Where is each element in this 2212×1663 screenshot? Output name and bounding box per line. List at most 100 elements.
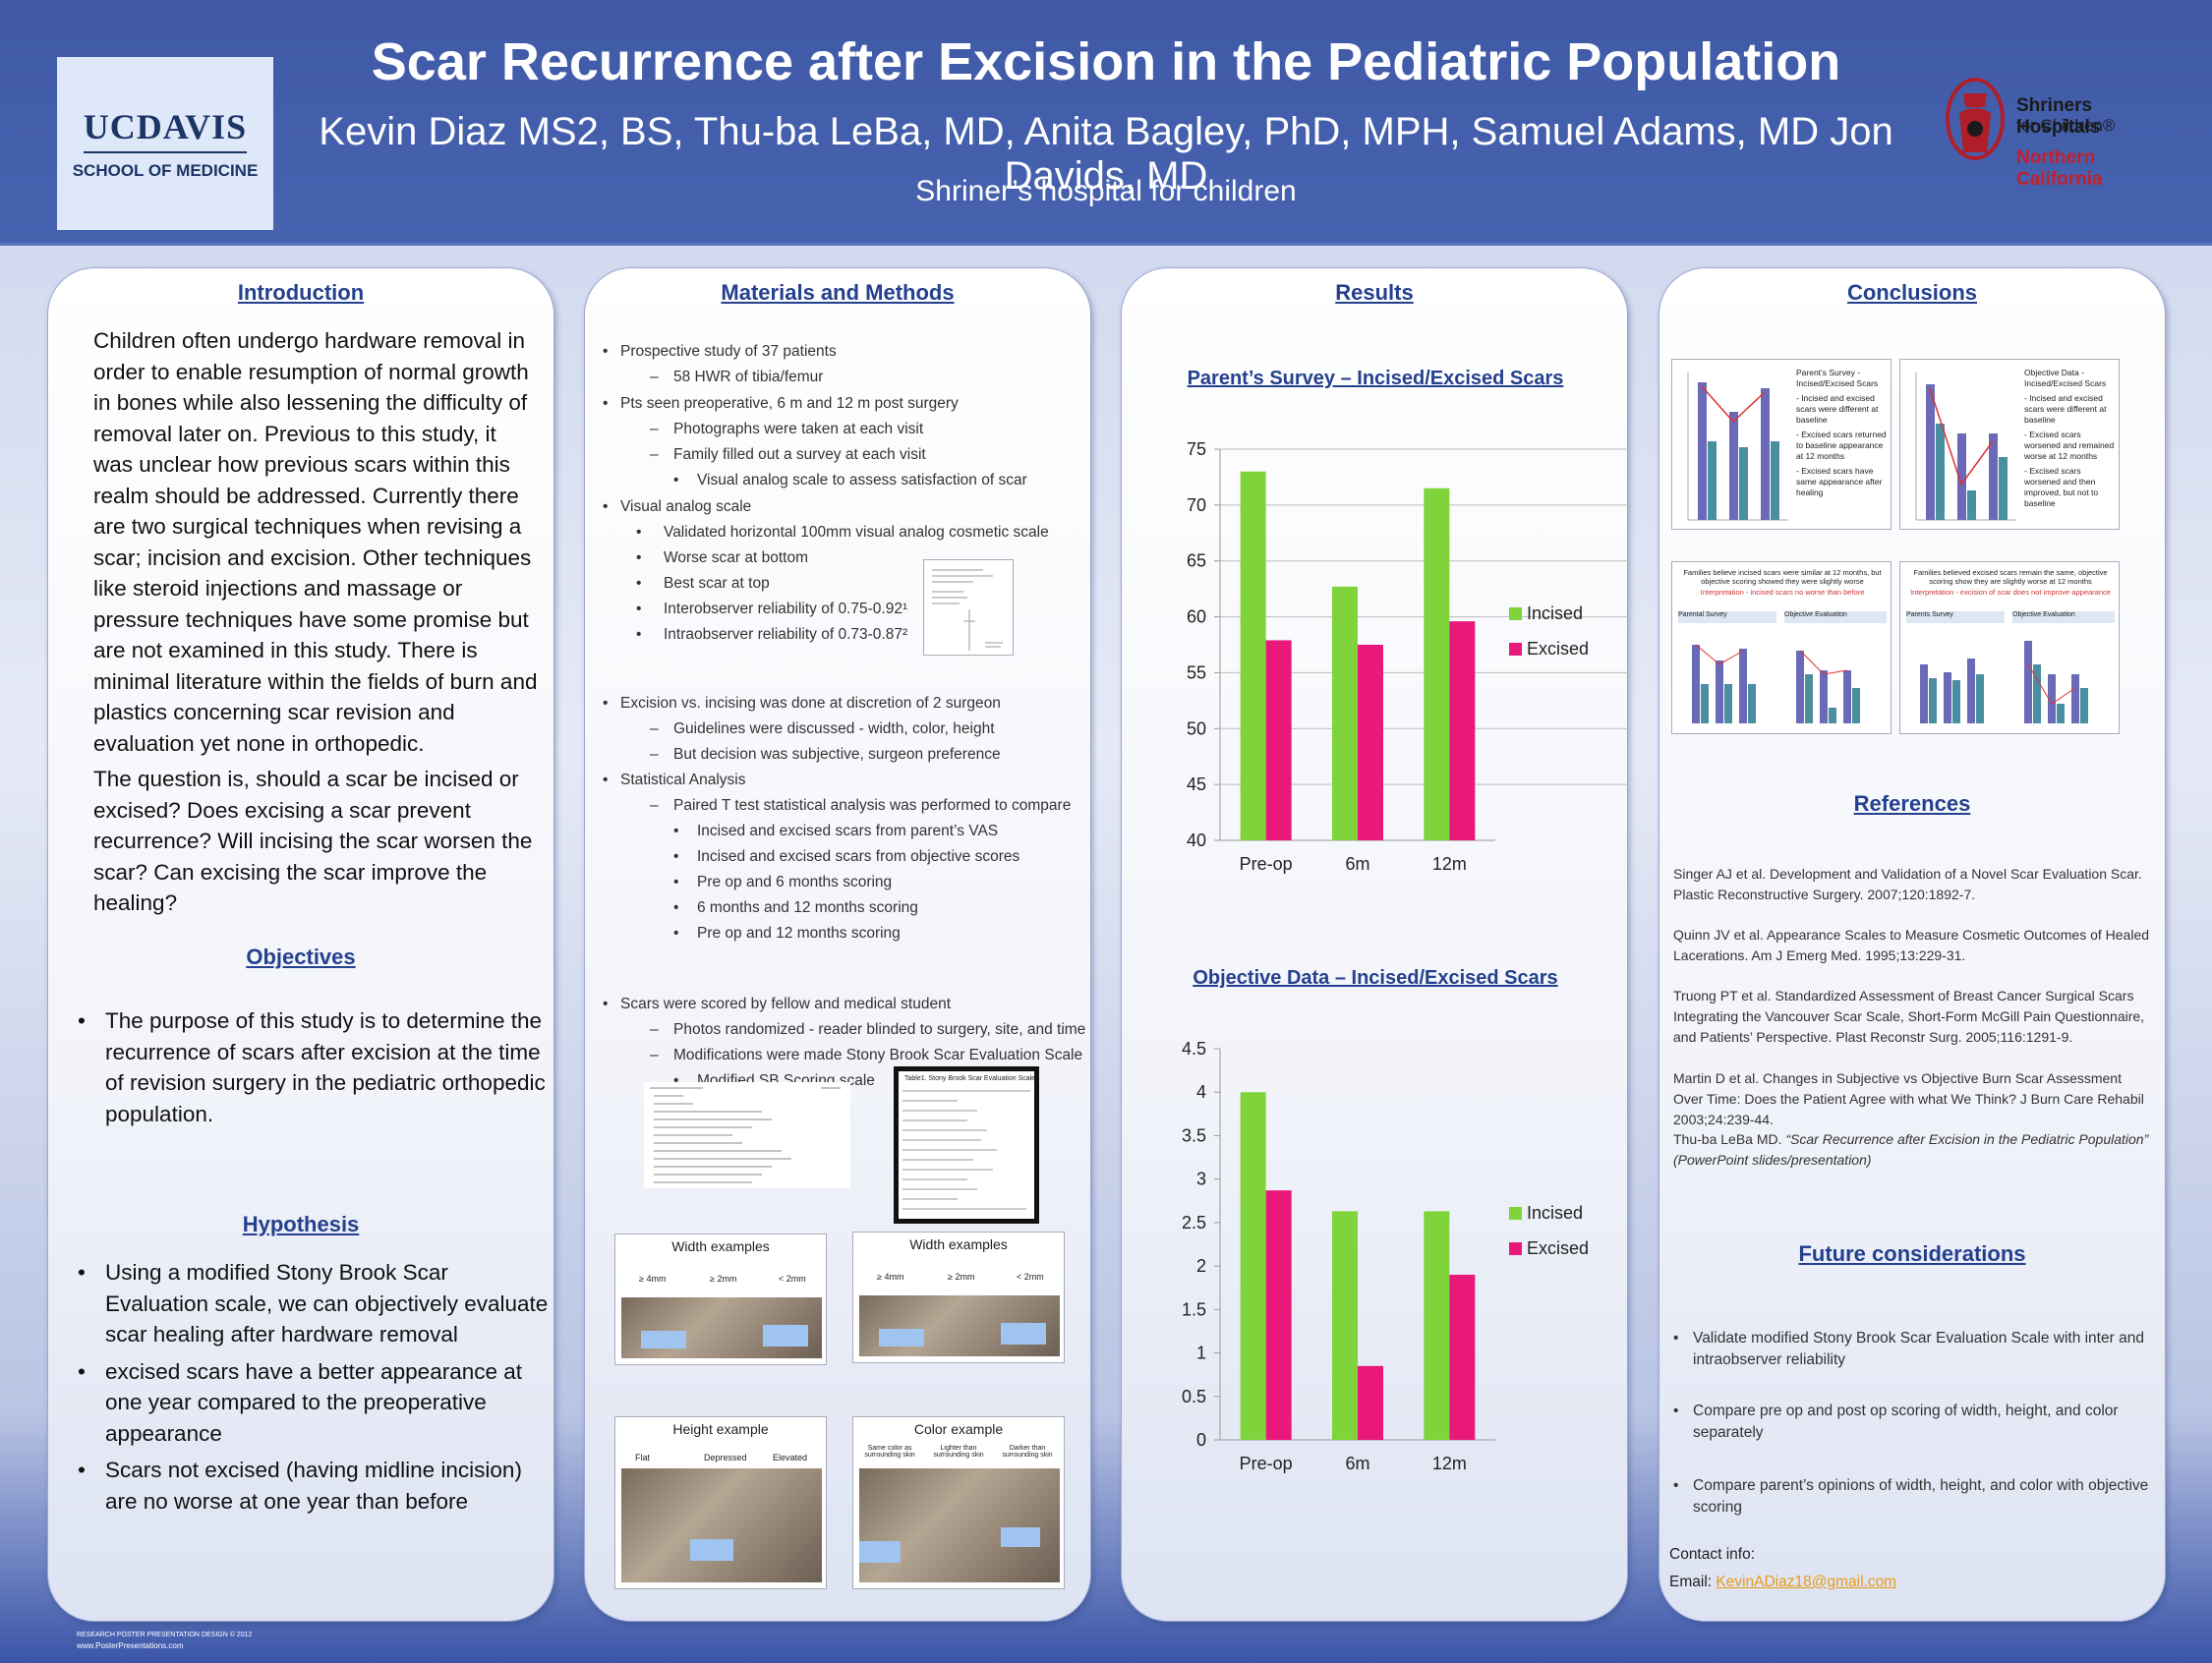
results-panel: Results Parent’s Survey – Incised/Excise… xyxy=(1121,267,1629,1622)
height-example-figure: Height example Flat Depressed Elevated xyxy=(614,1416,827,1589)
legend-swatch xyxy=(1509,643,1522,656)
methods-bullet-marker: • xyxy=(636,575,642,592)
methods-line: 6 months and 12 months scoring xyxy=(697,899,918,916)
footer-line-1: RESEARCH POSTER PRESENTATION DESIGN © 20… xyxy=(77,1632,253,1638)
thumbnail-line: Interpretation - incised scars no worse … xyxy=(1700,588,1865,597)
color-example-figure: Color example Same color as surrounding … xyxy=(852,1416,1065,1589)
poster-title: Scar Recurrence after Excision in the Pe… xyxy=(371,32,1841,91)
legend-label: Incised xyxy=(1527,603,1583,623)
reference-author: Thu-ba LeBa MD. xyxy=(1673,1131,1786,1147)
methods-bullet-marker: • xyxy=(636,626,642,643)
methods-line: Pts seen preoperative, 6 m and 12 m post… xyxy=(620,395,959,412)
future-item: Validate modified Stony Brook Scar Evalu… xyxy=(1669,1328,2156,1371)
intro-paragraph-2: The question is, should a scar be incise… xyxy=(93,767,533,915)
methods-bullet-marker: • xyxy=(636,601,642,617)
methods-line: Family filled out a survey at each visit xyxy=(673,446,926,463)
methods-bullet-marker: • xyxy=(636,549,642,566)
vas-scale-drawing xyxy=(932,569,1003,651)
methods-bullet-marker: • xyxy=(603,996,609,1012)
logo-left-line1: UCDAVIS xyxy=(83,106,248,153)
methods-bullet-marker: • xyxy=(603,695,609,712)
stony-brook-table-title: Table1. Stony Brook Scar Evaluation Scal… xyxy=(904,1075,1036,1082)
thumbnail-text: Parent’s Survey - Incised/Excised Scars … xyxy=(1796,368,1889,498)
y-tick-label: 70 xyxy=(1187,495,1206,515)
thumbnail-line: - Excised scars worsened and remained wo… xyxy=(2024,430,2115,461)
methods-bullet-marker: • xyxy=(636,524,642,541)
methods-line: Prospective study of 37 patients xyxy=(620,343,837,360)
hypothesis-item: excised scars have a better appearance a… xyxy=(68,1356,550,1450)
scoring-table-figure xyxy=(644,1082,850,1188)
legend-swatch xyxy=(1509,1242,1522,1255)
width-examples-caption-2: Width examples xyxy=(909,1236,1008,1252)
ucdavis-logo: UCDAVIS SCHOOL OF MEDICINE xyxy=(57,57,273,230)
footer-line-2: www.PosterPresentations.com xyxy=(77,1641,184,1650)
color-photo xyxy=(859,1468,1060,1582)
methods-bullet-marker: – xyxy=(650,746,659,763)
reference-title: “Scar Recurrence after Excision in the P… xyxy=(1673,1131,2149,1168)
methods-heading: Materials and Methods xyxy=(721,280,955,305)
methods-line: Photographs were taken at each visit xyxy=(673,421,924,437)
methods-line: Statistical Analysis xyxy=(620,772,746,788)
conclusions-heading: Conclusions xyxy=(1846,280,1977,305)
thumbnail-line: Parental Survey xyxy=(1678,611,1776,623)
thumbnail-line: - Incised and excised scars were differe… xyxy=(2024,393,2107,425)
photo-label-tag xyxy=(641,1331,686,1348)
legend-label: Excised xyxy=(1527,639,1589,659)
y-tick-label: 40 xyxy=(1187,831,1206,850)
methods-bullet-marker: – xyxy=(650,369,659,385)
y-tick-label: 0.5 xyxy=(1182,1387,1206,1406)
methods-bullet-marker: • xyxy=(673,925,679,942)
methods-line: Excision vs. incising was done at discre… xyxy=(620,695,1001,712)
methods-bullet-marker: • xyxy=(673,472,679,488)
thumbnail-chart xyxy=(1692,644,1860,723)
x-tick-label: 12m xyxy=(1432,854,1467,874)
stony-brook-table-drawing xyxy=(902,1090,1030,1210)
chart-title: Objective Data – Incised/Excised Scars xyxy=(1193,967,1557,989)
thumbnail-text: Objective Data - Incised/Excised Scars -… xyxy=(2024,368,2117,509)
references-heading: References xyxy=(1853,791,1971,816)
email-link[interactable]: KevinADiaz18@gmail.com xyxy=(1716,1574,1897,1590)
bar-incised xyxy=(1424,1211,1450,1440)
shriners-logo: Shriners Hospitals for Children® Norther… xyxy=(1942,74,2178,190)
methods-line: Incised and excised scars from objective… xyxy=(697,848,1020,865)
color-label: Same color as surrounding skin xyxy=(864,1445,915,1459)
conclusion-thumbnail-1: Parent’s Survey - Incised/Excised Scars … xyxy=(1671,359,1892,530)
poster-authors: Kevin Diaz MS2, BS, Thu-ba LeBa, MD, Ani… xyxy=(319,110,1893,198)
conclusion-thumbnail-3: Families believe incised scars were simi… xyxy=(1671,561,1892,734)
legend-swatch xyxy=(1509,1207,1522,1220)
poster-institution: Shriner’s hospital for children xyxy=(915,175,1297,207)
height-label: Elevated xyxy=(773,1453,808,1462)
methods-line: Guidelines were discussed - width, color… xyxy=(673,720,995,737)
methods-line: Paired T test statistical analysis was p… xyxy=(673,797,1072,814)
objectives-list: The purpose of this study is to determin… xyxy=(68,1005,550,1135)
thumbnail-line: - Incised and excised scars were differe… xyxy=(1796,393,1879,425)
intro-panel: Introduction Children often undergo hard… xyxy=(47,267,554,1622)
thumbnail-line: Parent’s Survey - Incised/Excised Scars xyxy=(1796,368,1879,388)
thumbnail-line: Parents Survey xyxy=(1906,611,2005,623)
bar-excised xyxy=(1449,621,1476,840)
results-heading: Results xyxy=(1335,280,1414,305)
legend-swatch xyxy=(1509,607,1522,620)
methods-bullet-marker: – xyxy=(650,446,659,463)
parent-survey-chart: Parent’s Survey – Incised/Excised Scars 7… xyxy=(1187,368,1629,874)
vas-scale-figure xyxy=(923,559,1014,656)
methods-line: Photos randomized - reader blinded to su… xyxy=(673,1021,1086,1038)
intro-paragraph-1: Children often undergo hardware removal … xyxy=(93,328,538,756)
email-label: Email: xyxy=(1669,1574,1717,1590)
color-label: Lighter than surrounding skin xyxy=(933,1445,984,1459)
photo-label-tag xyxy=(763,1325,808,1347)
methods-bullet-marker: – xyxy=(650,421,659,437)
methods-bullet-marker: • xyxy=(603,343,609,360)
methods-bullet-marker: – xyxy=(650,720,659,737)
methods-line: Incised and excised scars from parent’s … xyxy=(697,823,999,839)
thumbnail-line: Objective Evaluation xyxy=(1784,611,1887,623)
bar-incised xyxy=(1240,471,1266,840)
y-tick-label: 1.5 xyxy=(1182,1299,1206,1319)
hypothesis-item: Scars not excised (having midline incisi… xyxy=(68,1455,550,1517)
width-label: ≥ 2mm xyxy=(710,1274,737,1284)
y-tick-label: 4.5 xyxy=(1182,1039,1206,1059)
bar-incised xyxy=(1332,586,1358,840)
y-tick-label: 2.5 xyxy=(1182,1213,1206,1233)
methods-bullet-marker: • xyxy=(673,823,679,839)
y-tick-label: 4 xyxy=(1196,1082,1206,1102)
